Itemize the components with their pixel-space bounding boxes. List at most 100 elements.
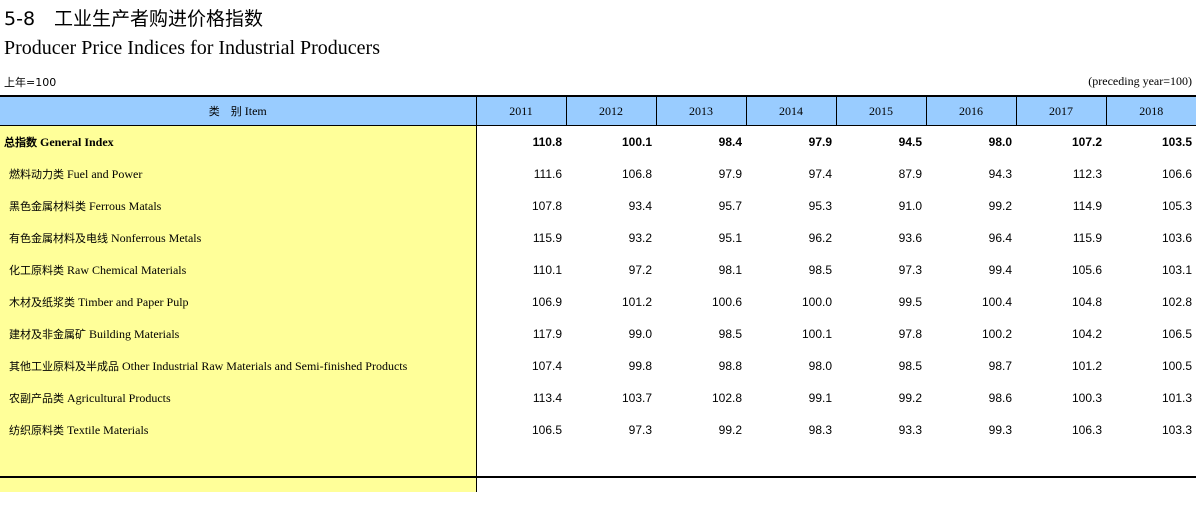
page-title-chinese: 5-8 工业生产者购进价格指数 [4,8,264,30]
table-cell-value: 94.3 [988,167,1012,181]
row-label-en: Building Materials [89,327,180,341]
row-label: 建材及非金属矿 Building Materials [0,318,477,350]
table-cell-value: 103.5 [1161,135,1192,149]
row-label: 黑色金属材料类 Ferrous Matals [0,190,477,222]
table-cell-value: 96.2 [808,231,832,245]
table-row: 有色金属材料及电线 Nonferrous Metals 115.9 93.2 95.1… [0,222,1196,254]
year-header: 2017 [1016,95,1107,126]
table-cell-value: 101.3 [1161,391,1192,405]
table-row: 建材及非金属矿 Building Materials 117.9 99.0 98.5 1… [0,318,1196,350]
table-cell-value: 95.1 [718,231,742,245]
row-label-en: Timber and Paper Pulp [78,295,189,309]
table-cell-value: 106.5 [1161,327,1192,341]
table-cell-value: 97.9 [808,135,832,149]
table-cell-empty [566,446,656,492]
table-cell-value: 98.3 [808,423,832,437]
page-title-english: Producer Price Indices for Industrial Pr… [4,37,380,59]
table-cell-value: 97.3 [898,263,922,277]
table-cell-value: 106.3 [1071,423,1102,437]
row-label: 纺织原料类 Textile Materials [0,414,477,446]
table-cell-empty [836,446,926,492]
table-cell-value: 87.9 [898,167,922,181]
table-cell-value: 115.9 [532,231,562,245]
table-cell-value: 117.9 [532,327,562,341]
table-cell-value: 98.7 [988,359,1012,373]
table-row: 燃料动力类 Fuel and Power 111.6 106.8 97.9 97.4 87… [0,158,1196,190]
table-cell-value: 95.7 [718,199,742,213]
table-cell-value: 102.8 [711,391,742,405]
table-row: 化工原料类 Raw Chemical Materials 110.1 97.2 98.… [0,254,1196,286]
table-cell-value: 97.8 [898,327,922,341]
year-header: 2014 [746,95,837,126]
table-cell-value: 103.6 [1161,231,1192,245]
table-cell-empty [476,446,566,492]
table-cell-value: 98.0 [808,359,832,373]
table-row: 黑色金属材料类 Ferrous Matals 107.8 93.4 95.7 95.3 9… [0,190,1196,222]
table-cell-value: 91.0 [898,199,922,213]
table-row: 木材及纸浆类 Timber and Paper Pulp 106.9 101.2 10… [0,286,1196,318]
table-cell-value: 107.4 [531,359,562,373]
row-label-cn: 黑色金属材料类 [9,200,86,213]
table-cell-empty [1106,446,1196,492]
table-cell-value: 99.8 [628,359,652,373]
table-cell-value: 102.8 [1161,295,1192,309]
table-row: 农副产品类 Agricultural Products 113.4 103.7 102… [0,382,1196,414]
table-cell-value: 100.2 [981,327,1012,341]
unit-note-english: (preceding year=100) [1088,74,1192,88]
row-label: 其他工业原料及半成品 Other Industrial Raw Material… [0,350,477,382]
row-label-cn: 农副产品类 [9,392,64,405]
row-label: 木材及纸浆类 Timber and Paper Pulp [0,286,477,318]
table-cell-empty [926,446,1016,492]
table-cell-value: 99.4 [988,263,1012,277]
table-cell-value: 98.6 [988,391,1012,405]
row-label-empty [0,446,477,492]
row-label: 有色金属材料及电线 Nonferrous Metals [0,222,477,254]
row-label: 总指数 General Index [0,125,477,158]
table-body: 总指数 General Index 110.8 100.1 98.4 97.9 94.5 9… [0,125,1196,492]
table-cell-value: 98.8 [718,359,742,373]
category-header-cn: 类 别 [208,105,242,118]
table-cell-value: 98.5 [808,263,832,277]
table-cell-value: 104.8 [1071,295,1102,309]
year-header: 2018 [1106,95,1196,126]
table-cell-value: 110.1 [532,263,562,277]
row-label-cn: 木材及纸浆类 [9,296,75,309]
year-header: 2011 [476,95,567,126]
table-cell-value: 98.5 [898,359,922,373]
table-cell-value: 99.2 [898,391,922,405]
row-label-cn: 纺织原料类 [9,424,64,437]
table-cell-value: 97.9 [718,167,742,181]
table-cell-value: 100.1 [801,327,832,341]
row-label: 燃料动力类 Fuel and Power [0,158,477,190]
table-cell-value: 100.1 [621,135,652,149]
table-cell-value: 112.3 [1072,167,1102,181]
table-cell-value: 98.1 [718,263,742,277]
row-label: 农副产品类 Agricultural Products [0,382,477,414]
price-index-table: 类 别 Item 2011 2012 2013 2014 2015 2016 2… [0,95,1196,492]
table-cell-value: 101.2 [621,295,652,309]
table-cell-value: 105.3 [1161,199,1192,213]
table-cell-value: 95.3 [808,199,832,213]
table-cell-value: 114.9 [1072,199,1102,213]
table-cell-value: 93.3 [898,423,922,437]
year-header: 2013 [656,95,747,126]
table-cell-value: 99.5 [898,295,922,309]
table-cell-empty [1016,446,1106,492]
table-cell-value: 99.2 [718,423,742,437]
table-cell-value: 100.0 [801,295,832,309]
table-cell-value: 101.2 [1071,359,1102,373]
table-cell-value: 97.3 [628,423,652,437]
row-label: 化工原料类 Raw Chemical Materials [0,254,477,286]
table-cell-value: 103.7 [621,391,652,405]
row-label-en: Ferrous Matals [89,199,162,213]
row-label-cn: 其他工业原料及半成品 [9,360,119,373]
table-cell-value: 93.4 [628,199,652,213]
table-cell-value: 93.6 [898,231,922,245]
table-cell-value: 106.8 [621,167,652,181]
table-cell-value: 96.4 [988,231,1012,245]
table-cell-value: 97.2 [628,263,652,277]
table-cell-value: 103.3 [1161,423,1192,437]
table-cell-value: 107.2 [1071,135,1102,149]
row-label-en: Nonferrous Metals [111,231,202,245]
table-cell-value: 110.8 [532,135,562,149]
